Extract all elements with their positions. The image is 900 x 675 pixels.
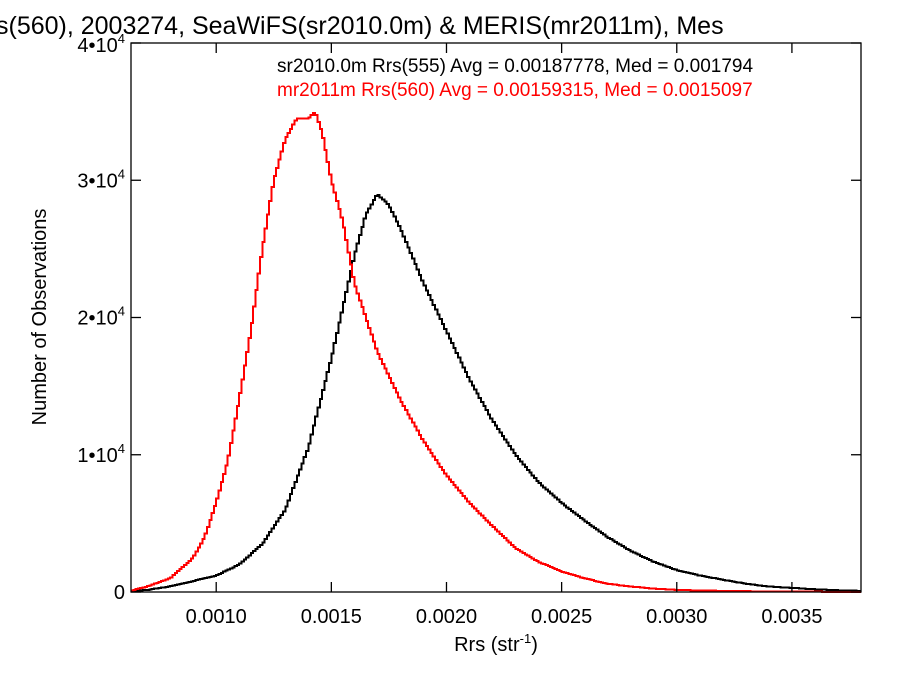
series-0-line [131,194,861,593]
x-tick-label: 0.0015 [301,606,362,628]
x-tick-label: 0.0035 [761,606,822,628]
ticks-layer: 0.0010 0.0015 0.0020 0.0025 0.0030 0.0035 0 1•1… [77,31,861,628]
x-tick-label: 0.0020 [416,606,477,628]
x-axis-label-close: ) [531,634,538,656]
x-tick-label: 0.0030 [646,606,707,628]
series-1-line [131,111,861,593]
y-tick-label: 2•104 [77,304,125,330]
x-tick-label: 0.0010 [186,606,247,628]
y-tick-label: 0 [114,582,125,604]
plot-frame [130,42,862,593]
series-layer [131,111,861,593]
y-tick-label: 1•104 [77,441,125,467]
chart-title: s(560), 2003274, SeaWiFS(sr2010.0m) & ME… [0,12,724,40]
x-axis-label-text: Rrs (str [454,634,520,656]
x-axis-label-sup: -1 [520,631,532,646]
annotation-sr2010: sr2010.0m Rrs(555) Avg = 0.00187778, Med… [277,56,753,77]
y-tick-label: 4•104 [77,31,125,57]
annotation-mr2011: mr2011m Rrs(560) Avg = 0.00159315, Med =… [277,80,753,101]
y-tick-label: 3•104 [77,166,125,192]
x-axis-label: Rrs (str-1) [454,631,538,656]
x-tick-label: 0.0025 [531,606,592,628]
y-axis-label: Number of Observations [29,209,51,426]
